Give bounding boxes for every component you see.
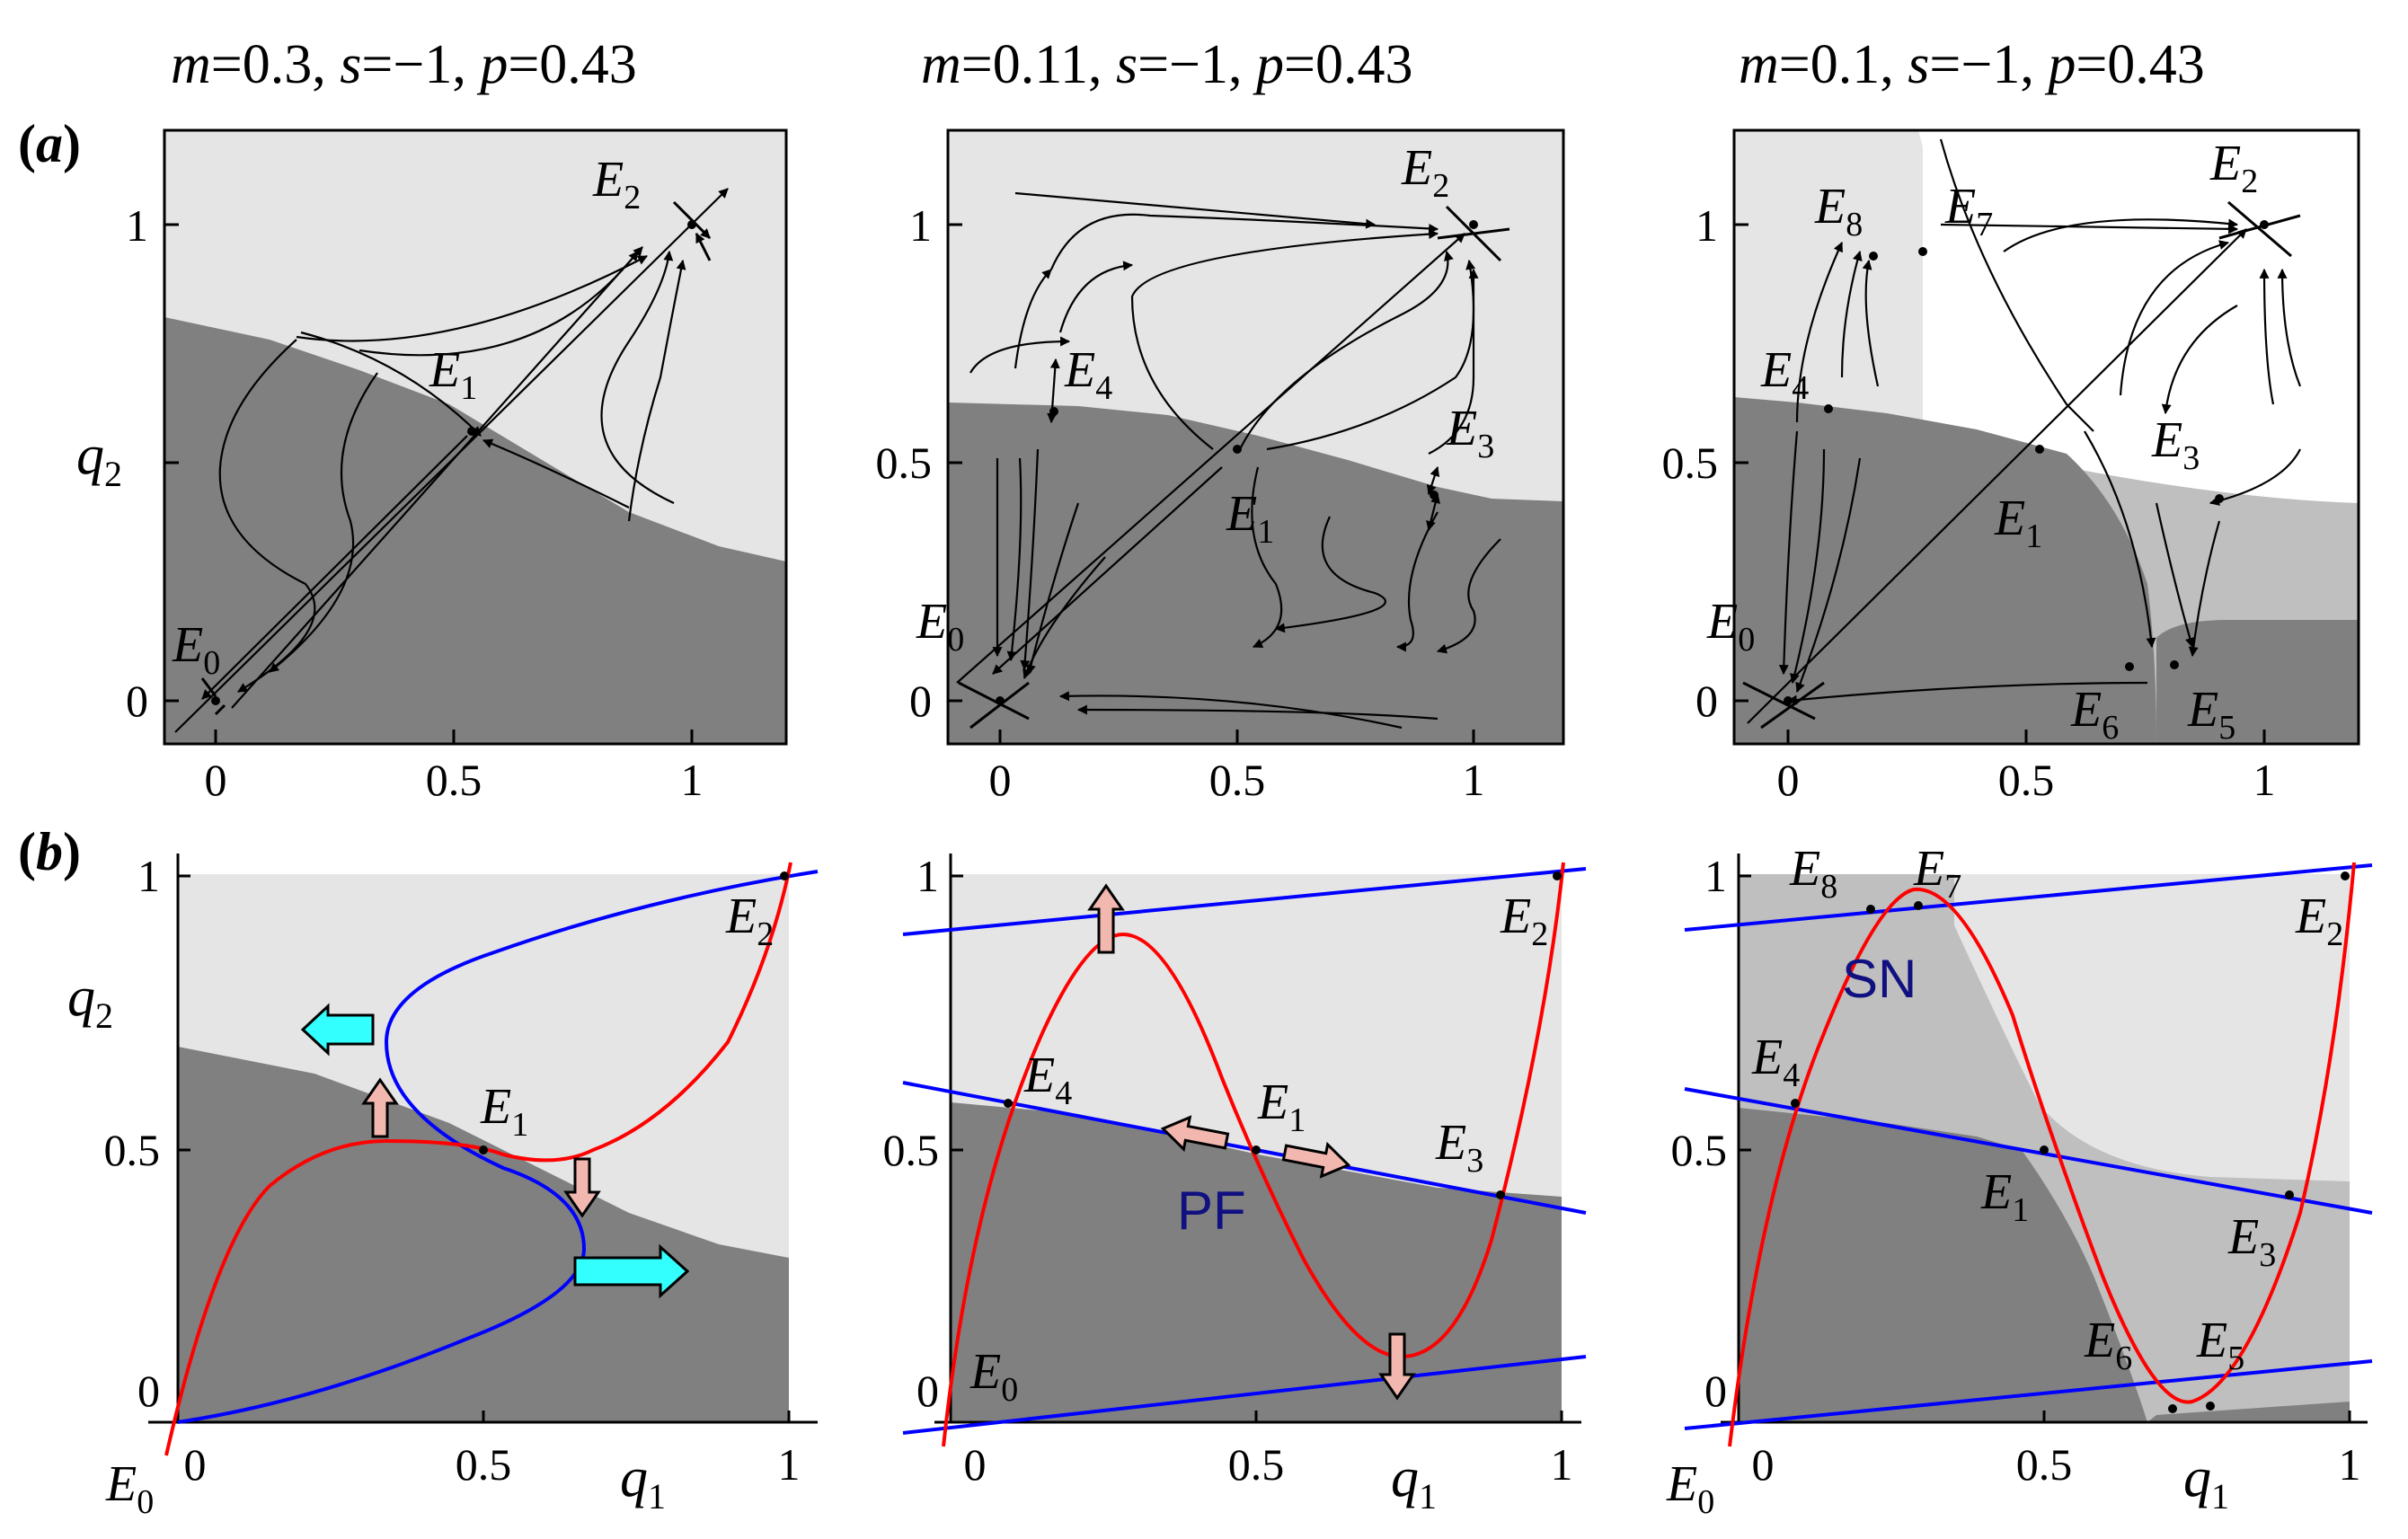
ytick: 1 <box>916 851 939 901</box>
y-axis-label: q2 <box>76 425 122 494</box>
ytick: 1 <box>137 851 160 901</box>
point-label-e2: E2 <box>592 152 641 217</box>
xtick: 0.5 <box>1998 755 2055 805</box>
point-label-e4: E4 <box>1023 1048 1072 1112</box>
phase-portrait-2: 0 0.5 1 0 0.5 1 E0 E1 E2 E3 E4 <box>876 128 1565 805</box>
point-label-e0: E0 <box>916 594 964 659</box>
ytick: 1 <box>909 200 932 251</box>
point-label-e1: E1 <box>480 1079 528 1144</box>
ytick: 0.5 <box>883 1125 940 1175</box>
row-label-a: (a) <box>18 114 81 173</box>
point-label-e0: E0 <box>105 1456 154 1521</box>
point-label-e3: E3 <box>2151 412 2200 477</box>
point-label-e8: E8 <box>1789 841 1837 906</box>
panel-title-2: m=0.11, s=−1, p=0.43 <box>921 34 1413 95</box>
panel-title-1: m=0.3, s=−1, p=0.43 <box>171 34 637 95</box>
point-label-e6: E6 <box>2070 682 2119 747</box>
point-label-e1: E1 <box>1257 1075 1306 1139</box>
phase-portrait-1: 0 0.5 1 0 1 q2 E0 E1 E2 <box>76 128 788 805</box>
ytick: 0.5 <box>104 1125 161 1175</box>
point-label-e5: E5 <box>2196 1313 2244 1377</box>
point-label-e5: E5 <box>2187 682 2235 747</box>
xtick: 1 <box>1463 755 1485 805</box>
xtick: 1 <box>2253 755 2276 805</box>
ytick: 1 <box>126 200 148 251</box>
ytick: 0.5 <box>876 438 933 488</box>
point-label-e1: E1 <box>1980 1164 2029 1229</box>
x-axis-label: q1 <box>620 1447 666 1517</box>
xtick: 0.5 <box>2016 1439 2073 1490</box>
xtick: 1 <box>778 1439 801 1490</box>
xtick: 1 <box>1551 1439 1573 1490</box>
point-label-e7: E7 <box>1944 179 1993 243</box>
x-axis-label: q1 <box>1391 1447 1437 1517</box>
xtick: 0.5 <box>426 755 482 805</box>
point-label-e2: E2 <box>2295 889 2343 953</box>
point-label-e7: E7 <box>1913 841 1961 906</box>
xtick: 1 <box>2339 1439 2361 1490</box>
xtick: 0.5 <box>1228 1439 1285 1490</box>
point-label-e4: E4 <box>1064 342 1112 407</box>
xtick: 0.5 <box>456 1439 512 1490</box>
xtick: 0 <box>1777 755 1800 805</box>
point-label-e1: E1 <box>1994 491 2042 555</box>
point-label-e2: E2 <box>1401 140 1449 205</box>
xtick: 0 <box>184 1439 207 1490</box>
point-label-e4: E4 <box>1760 342 1809 407</box>
xtick: 0.5 <box>1209 755 1266 805</box>
y-axis-label: q2 <box>67 967 113 1036</box>
point-label-e0: E0 <box>172 617 220 682</box>
nullcline-plot-1: 0 0.5 1 0 0.5 1 q1 q2 E0 E1 E2 <box>67 851 819 1521</box>
bifurcation-label-sn: SN <box>1842 949 1917 1009</box>
ytick: 0 <box>916 1366 939 1416</box>
point-label-e3: E3 <box>1446 401 1494 465</box>
point-label-e0: E0 <box>969 1344 1018 1409</box>
x-axis-label: q1 <box>2183 1447 2229 1517</box>
point-label-e2: E2 <box>725 889 774 953</box>
point-label-e8: E8 <box>1814 179 1863 243</box>
ytick: 0 <box>1704 1366 1727 1416</box>
xtick: 0 <box>1752 1439 1775 1490</box>
point-label-e3: E3 <box>1435 1115 1483 1180</box>
ytick: 0 <box>1695 676 1718 726</box>
ytick: 1 <box>1704 851 1727 901</box>
xtick: 0 <box>205 755 227 805</box>
point-label-e3: E3 <box>2227 1209 2276 1274</box>
panel-title-3: m=0.1, s=−1, p=0.43 <box>1739 34 2205 95</box>
nullcline-plot-3: 0 0.5 1 0 0.5 1 q1 SN E0 E1 E2 E3 E4 E5 … <box>1666 841 2373 1521</box>
phase-portrait-3: 0 0.5 1 0 0.5 1 E0 E1 E2 E3 E4 E5 E6 E7 … <box>1662 128 2360 805</box>
point-label-e0: E0 <box>1666 1456 1714 1521</box>
row-label-b: (b) <box>18 822 81 881</box>
point-label-e6: E6 <box>2084 1313 2132 1377</box>
nullcline-plot-2: 0 0.5 1 0 0.5 1 q1 PF E0 E1 E2 E3 E4 <box>883 851 1587 1517</box>
bifurcation-label-pf: PF <box>1177 1181 1246 1241</box>
ytick: 0 <box>909 676 932 726</box>
point-label-e2: E2 <box>2209 136 2258 200</box>
xtick: 1 <box>681 755 704 805</box>
point-label-e1: E1 <box>429 342 477 407</box>
ytick: 0 <box>126 676 148 726</box>
point-label-e2: E2 <box>1500 889 1548 953</box>
xtick: 0 <box>964 1439 987 1490</box>
ytick: 0 <box>137 1366 160 1416</box>
point-label-e4: E4 <box>1751 1030 1800 1094</box>
ytick: 1 <box>1695 200 1718 251</box>
ytick: 0.5 <box>1671 1125 1728 1175</box>
point-label-e0: E0 <box>1706 594 1755 659</box>
ytick: 0.5 <box>1662 438 1719 488</box>
point-label-e1: E1 <box>1226 486 1274 551</box>
xtick: 0 <box>989 755 1012 805</box>
